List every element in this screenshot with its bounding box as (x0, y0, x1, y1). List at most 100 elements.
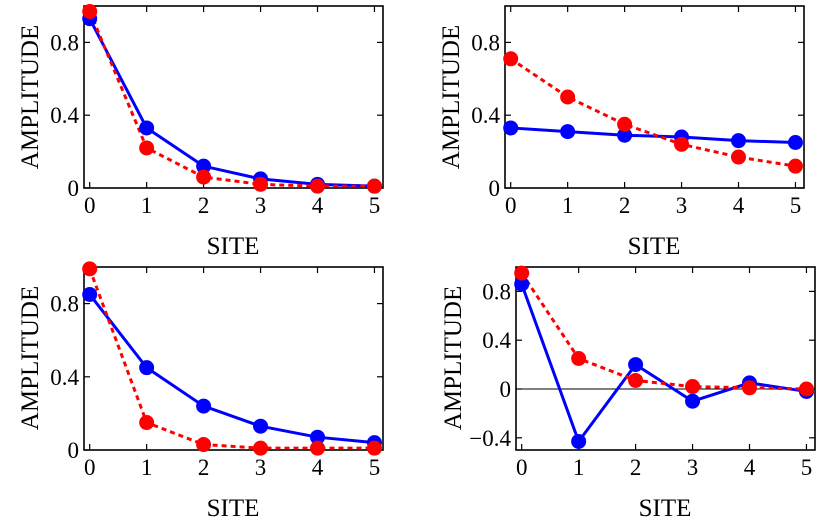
panel-top-left: 0 1 2 3 4 5 0 0.4 0.8 SITE AMPLITUDE (17, 3, 384, 260)
x-tick-label: 5 (369, 193, 381, 218)
red-series-line (88, 268, 375, 450)
blue-series-point (685, 393, 701, 409)
panel-top-right: 0 1 2 3 4 5 0 0.4 0.8 SITE AMPLITUDE (438, 5, 805, 260)
x-axis-title: SITE (628, 233, 681, 260)
red-series-point (787, 158, 803, 174)
red-series-point (82, 3, 98, 19)
y-tick-label: 0 (500, 377, 512, 402)
y-axis-title: AMPLITUDE (438, 25, 465, 169)
red-series-line (88, 10, 375, 188)
y-tick-label: 0.8 (482, 279, 511, 304)
panel-bottom-left: 0 1 2 3 4 5 0 0.4 0.8 SITE AMPLITUDE (17, 261, 384, 522)
red-series-point (571, 351, 587, 366)
red-series-point (503, 51, 519, 67)
x-tick-label: 5 (790, 193, 802, 218)
blue-series-line (520, 283, 807, 445)
blue-series-point (196, 398, 212, 414)
blue-series-point (617, 127, 633, 143)
red-series-point (628, 372, 644, 388)
x-tick-label: 4 (312, 455, 324, 480)
y-tick-label: 0 (489, 176, 501, 201)
red-series-line (509, 57, 796, 168)
blue-series-line (88, 18, 375, 188)
x-tick-label: 3 (687, 455, 699, 480)
red-series-point (196, 437, 212, 453)
x-tick-label: 4 (744, 455, 756, 480)
x-tick-label: 5 (801, 455, 813, 480)
red-series-point (253, 440, 269, 456)
blue-series-point (787, 135, 803, 150)
x-tick-label: 2 (630, 455, 642, 480)
blue-series-point (628, 357, 644, 373)
y-tick-label: 0.4 (50, 365, 79, 390)
red-series-point (196, 169, 212, 185)
red-series-point (139, 140, 155, 156)
x-tick-label: 2 (198, 455, 210, 480)
blue-series-point (139, 120, 155, 136)
x-axis-title: SITE (639, 495, 692, 522)
blue-series-point (310, 429, 326, 445)
x-tick-label: 3 (255, 193, 267, 218)
red-series-line (520, 272, 807, 391)
red-series-point (82, 261, 98, 277)
blue-series-point (82, 286, 98, 302)
y-tick-label: 0.4 (482, 328, 511, 353)
red-series-point (310, 178, 326, 194)
plot-frame (515, 266, 816, 451)
blue-series-point (514, 276, 530, 292)
x-tick-label: 1 (141, 455, 153, 480)
red-series-point (742, 380, 758, 396)
red-series-point (366, 178, 382, 194)
x-axis-title: SITE (207, 495, 260, 522)
x-tick-label: 1 (573, 455, 585, 480)
x-tick-label: 1 (141, 193, 153, 218)
blue-series-line (510, 126, 796, 144)
y-tick-label: −0.4 (469, 426, 511, 451)
red-series-point (253, 176, 269, 192)
x-tick-label: 0 (84, 455, 96, 480)
y-axis-title: AMPLITUDE (440, 286, 467, 430)
red-series-point (798, 381, 814, 397)
x-tick-label: 5 (369, 455, 381, 480)
x-tick-label: 1 (562, 193, 574, 218)
y-tick-label: 0.4 (50, 103, 79, 128)
blue-series-point (503, 120, 519, 136)
blue-series-point (571, 433, 587, 449)
x-tick-label: 2 (198, 193, 210, 218)
x-tick-label: 3 (255, 455, 267, 480)
x-tick-label: 0 (84, 193, 96, 218)
blue-series-point (253, 418, 269, 434)
blue-series-point (139, 360, 155, 376)
red-series-point (514, 265, 530, 281)
x-axis-title: SITE (207, 233, 260, 260)
x-tick-label: 0 (516, 455, 528, 480)
plot-frame (83, 5, 384, 189)
blue-series-line (88, 293, 375, 445)
y-axis-title: AMPLITUDE (17, 25, 44, 169)
x-tick-label: 4 (733, 193, 745, 218)
plot-frame (83, 266, 384, 451)
red-series-point (674, 136, 690, 152)
y-axis-title: AMPLITUDE (17, 286, 44, 430)
blue-series-point (560, 124, 576, 140)
red-series-point (139, 415, 155, 431)
red-series-point (617, 116, 633, 132)
x-tick-label: 4 (312, 193, 324, 218)
red-series-point (731, 149, 747, 165)
red-series-point (560, 89, 576, 105)
red-series-point (310, 440, 326, 456)
x-tick-label: 3 (676, 193, 688, 218)
red-series-point (685, 379, 701, 395)
x-tick-label: 2 (619, 193, 631, 218)
y-tick-label: 0 (68, 438, 80, 463)
blue-series-point (731, 133, 747, 149)
y-tick-label: 0 (68, 176, 80, 201)
y-tick-label: 0.4 (471, 103, 500, 128)
red-series-point (366, 440, 382, 456)
y-tick-label: 0.8 (50, 292, 79, 317)
x-tick-label: 0 (505, 193, 517, 218)
blue-series-point (196, 158, 212, 174)
y-tick-label: 0.8 (50, 30, 79, 55)
